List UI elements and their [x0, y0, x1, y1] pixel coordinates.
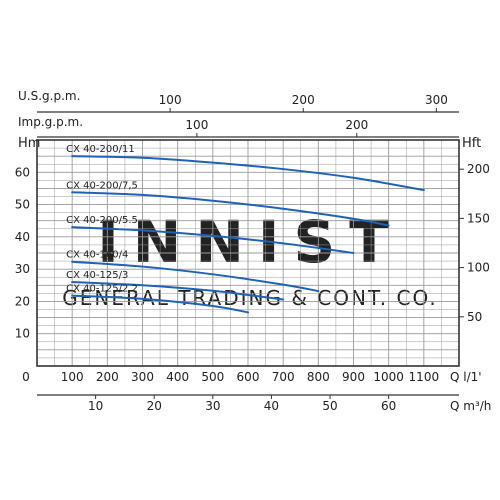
y-right-tick-label: 150 — [467, 211, 490, 225]
y-left-tick-label: 20 — [15, 294, 30, 308]
series-label-2: CX 40-200/5.5 — [66, 215, 138, 226]
y-left-axis-title: Hm — [18, 136, 40, 151]
y-right-axis-title: Hft — [462, 136, 481, 151]
y-left-tick-label: 60 — [15, 165, 30, 179]
top-axis-tick-label: 200 — [292, 93, 315, 107]
x-primary-tick-label: 700 — [272, 370, 295, 384]
series-line-4 — [71, 281, 285, 301]
x-secondary-tick-label: 50 — [322, 399, 337, 413]
x-primary-zero-label: 0 — [22, 370, 30, 384]
imp-gpm-axis-title: Imp.g.p.m. — [18, 115, 83, 129]
x-primary-tick-label: 100 — [61, 370, 84, 384]
x-primary-tick-label: 500 — [201, 370, 224, 384]
plot-frame — [36, 139, 460, 367]
tick-labels: 100 200 300 100 200 0 100 200 300 400 500 600 700 800… — [15, 93, 490, 413]
series-group — [71, 155, 425, 314]
series-line-1 — [71, 191, 390, 227]
series-label-0: CX 40-200/11 — [66, 144, 135, 155]
series-line-3 — [71, 260, 320, 293]
series-label-5: CX 40-125/2.2 — [66, 284, 138, 295]
x-primary-tick-label: 300 — [131, 370, 154, 384]
top-axis-tick-label: 200 — [345, 118, 368, 132]
series-labels: CX 40-200/11 CX 40-200/7,5 CX 40-200/5.5 CX… — [66, 144, 138, 294]
watermark-title: INNIST — [97, 208, 403, 276]
series-label-3: CX 40-160/4 — [66, 250, 128, 261]
y-left-tick-label: 50 — [15, 198, 30, 212]
y-left-tick-label: 10 — [15, 327, 30, 341]
x-primary-tick-label: 800 — [307, 370, 330, 384]
x-primary-tick-label: 200 — [96, 370, 119, 384]
y-left-tick-label: 30 — [15, 262, 30, 276]
y-left-tick-label: 40 — [15, 230, 30, 244]
top-axis-tick-label: 300 — [425, 93, 448, 107]
series-line-0 — [71, 155, 425, 192]
y-right-tick-label: 50 — [467, 310, 482, 324]
series-line-5 — [71, 294, 249, 314]
x-secondary-tick-label: 60 — [381, 399, 396, 413]
us-gpm-axis-title: U.S.g.p.m. — [18, 89, 80, 103]
series-line-2 — [71, 226, 355, 254]
y-right-tick-label: 100 — [467, 261, 490, 275]
x-secondary-axis-title: Q m³/h — [450, 399, 491, 413]
x-secondary-tick-label: 20 — [147, 399, 162, 413]
series-label-1: CX 40-200/7,5 — [66, 180, 138, 191]
x-primary-tick-label: 400 — [166, 370, 189, 384]
x-primary-tick-label: 1100 — [409, 370, 440, 384]
x-primary-axis-title: Q l/1' — [450, 370, 482, 384]
x-secondary-tick-label: 10 — [88, 399, 103, 413]
y-right-tick-label: 200 — [467, 162, 490, 176]
x-primary-tick-label: 1000 — [373, 370, 404, 384]
x-primary-tick-label: 900 — [342, 370, 365, 384]
top-axis-tick-label: 100 — [159, 93, 182, 107]
series-label-4: CX 40-125/3 — [66, 270, 128, 281]
top-axis-tick-label: 100 — [185, 118, 208, 132]
x-secondary-tick-label: 40 — [264, 399, 279, 413]
grid — [37, 140, 459, 366]
x-primary-tick-label: 600 — [237, 370, 260, 384]
x-secondary-tick-label: 30 — [205, 399, 220, 413]
